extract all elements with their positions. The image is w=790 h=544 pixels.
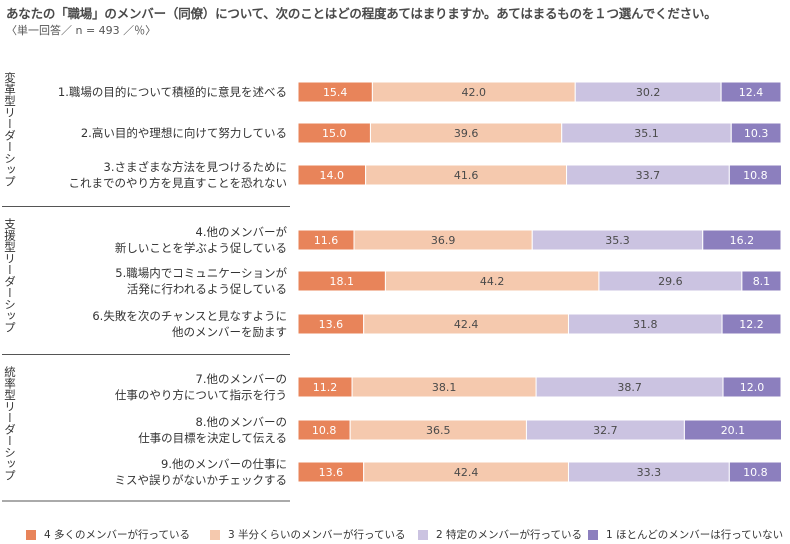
bar-segment-6-3	[722, 376, 782, 398]
data-label-6-2: 38.7	[617, 381, 642, 394]
legend-item-3: 3 半分くらいのメンバーが行っている	[210, 527, 418, 542]
data-label-5-1: 42.4	[454, 318, 479, 331]
data-label-6-3: 12.0	[740, 381, 765, 394]
category-label-3-1: 新しいことを学ぶよう促している	[115, 241, 287, 255]
data-label-0-2: 30.2	[636, 86, 661, 99]
legend-label-1: 1 ほとんどのメンバーは行っていない	[606, 529, 784, 541]
data-label-3-1: 36.9	[431, 234, 456, 247]
category-label-5-1: 他のメンバーを励ます	[172, 325, 287, 339]
data-label-2-3: 10.8	[743, 169, 768, 182]
data-label-0-1: 42.0	[462, 86, 487, 99]
data-label-3-0: 11.6	[314, 234, 339, 247]
bar-segment-2-3	[728, 164, 782, 186]
data-label-1-1: 39.6	[454, 127, 479, 140]
category-label-8-0: 9.他のメンバーの仕事に	[161, 457, 287, 471]
legend-swatch-4	[26, 529, 36, 540]
chart-title: あなたの「職場」のメンバー（同僚）について、次のことはどの程度あてはまりますか。…	[6, 6, 717, 21]
stacked-bar-chart: 1.職場の目的について積極的に意見を述べる 15.4 42.0 30.2 12.4 2.高…	[2, 81, 782, 502]
data-label-7-2: 32.7	[593, 424, 618, 437]
legend-label-2: 2 特定のメンバーが行っている	[436, 529, 582, 541]
data-label-6-0: 11.2	[313, 381, 338, 394]
bar-segment-3-3	[702, 229, 782, 251]
data-label-1-2: 35.1	[634, 127, 659, 140]
category-label-7-1: 仕事の目標を決定して伝える	[138, 431, 287, 445]
data-label-1-0: 15.0	[322, 127, 347, 140]
data-label-2-1: 41.6	[454, 169, 479, 182]
bar-segment-4-3	[741, 270, 782, 292]
category-label-2-0: 3.さまざまな方法を見つけるために	[104, 160, 287, 174]
data-label-0-0: 15.4	[323, 86, 348, 99]
bar-segment-0-3	[720, 81, 782, 103]
legend-swatch-3	[210, 529, 220, 540]
data-label-2-0: 14.0	[320, 169, 345, 182]
category-label-7-0: 8.他のメンバーの	[196, 415, 287, 429]
category-label-1-0: 2.高い目的や理想に向けて努力している	[81, 126, 287, 140]
data-label-2-2: 33.7	[636, 169, 661, 182]
category-label-3-0: 4.他のメンバーが	[196, 225, 288, 239]
data-label-4-0: 18.1	[329, 275, 354, 288]
data-label-5-0: 13.6	[319, 318, 344, 331]
data-label-8-3: 10.8	[743, 466, 768, 479]
group-label-0: 変革型リーダーシップ	[3, 72, 17, 187]
bar-segment-8-3	[728, 461, 782, 483]
data-label-8-1: 42.4	[454, 466, 479, 479]
data-label-6-1: 38.1	[432, 381, 457, 394]
data-label-7-1: 36.5	[426, 424, 451, 437]
group-label-2: 統率型リーダーシップ	[3, 366, 17, 481]
data-label-5-3: 12.2	[739, 318, 764, 331]
data-label-3-2: 35.3	[605, 234, 630, 247]
category-label-2-1: これまでのやり方を見直すことを恐れない	[69, 176, 288, 190]
data-label-7-3: 20.1	[721, 424, 746, 437]
data-label-3-3: 16.2	[730, 234, 755, 247]
category-label-5-0: 6.失敗を次のチャンスと見なすように	[92, 309, 287, 323]
data-label-0-3: 12.4	[739, 86, 764, 99]
legend-swatch-2	[418, 529, 428, 540]
data-label-4-3: 8.1	[753, 275, 771, 288]
legend: 4 多くのメンバーが行っている 3 半分くらいのメンバーが行っている 2 特定の…	[26, 527, 786, 542]
data-label-4-1: 44.2	[480, 275, 505, 288]
category-label-4-1: 活発に行われるよう促している	[127, 282, 287, 296]
data-label-8-2: 33.3	[637, 466, 662, 479]
category-label-6-0: 7.他のメンバーの	[196, 372, 287, 386]
category-label-6-1: 仕事のやり方について指示を行う	[115, 388, 287, 402]
legend-item-4: 4 多くのメンバーが行っている	[26, 527, 210, 542]
legend-item-1: 1 ほとんどのメンバーは行っていない	[588, 527, 783, 542]
data-label-1-3: 10.3	[744, 127, 769, 140]
data-label-5-2: 31.8	[633, 318, 658, 331]
bar-segment-1-3	[730, 122, 782, 144]
chart-subtitle: 〈単一回答／ n = 493 ／％〉	[6, 24, 157, 37]
category-label-8-1: ミスや誤りがないかチェックする	[115, 473, 288, 487]
legend-swatch-1	[588, 529, 598, 540]
bar-segment-5-3	[721, 313, 782, 335]
bar-segment-7-3	[683, 419, 782, 441]
legend-label-3: 3 半分くらいのメンバーが行っている	[228, 529, 406, 541]
category-label-0-0: 1.職場の目的について積極的に意見を述べる	[58, 85, 287, 99]
data-label-7-0: 10.8	[312, 424, 337, 437]
category-label-4-0: 5.職場内でコミュニケーションが	[115, 266, 287, 280]
data-label-8-0: 13.6	[319, 466, 344, 479]
data-label-4-2: 29.6	[658, 275, 683, 288]
legend-item-2: 2 特定のメンバーが行っている	[418, 527, 588, 542]
legend-label-4: 4 多くのメンバーが行っている	[44, 529, 190, 541]
group-label-1: 支援型リーダーシップ	[3, 218, 17, 333]
